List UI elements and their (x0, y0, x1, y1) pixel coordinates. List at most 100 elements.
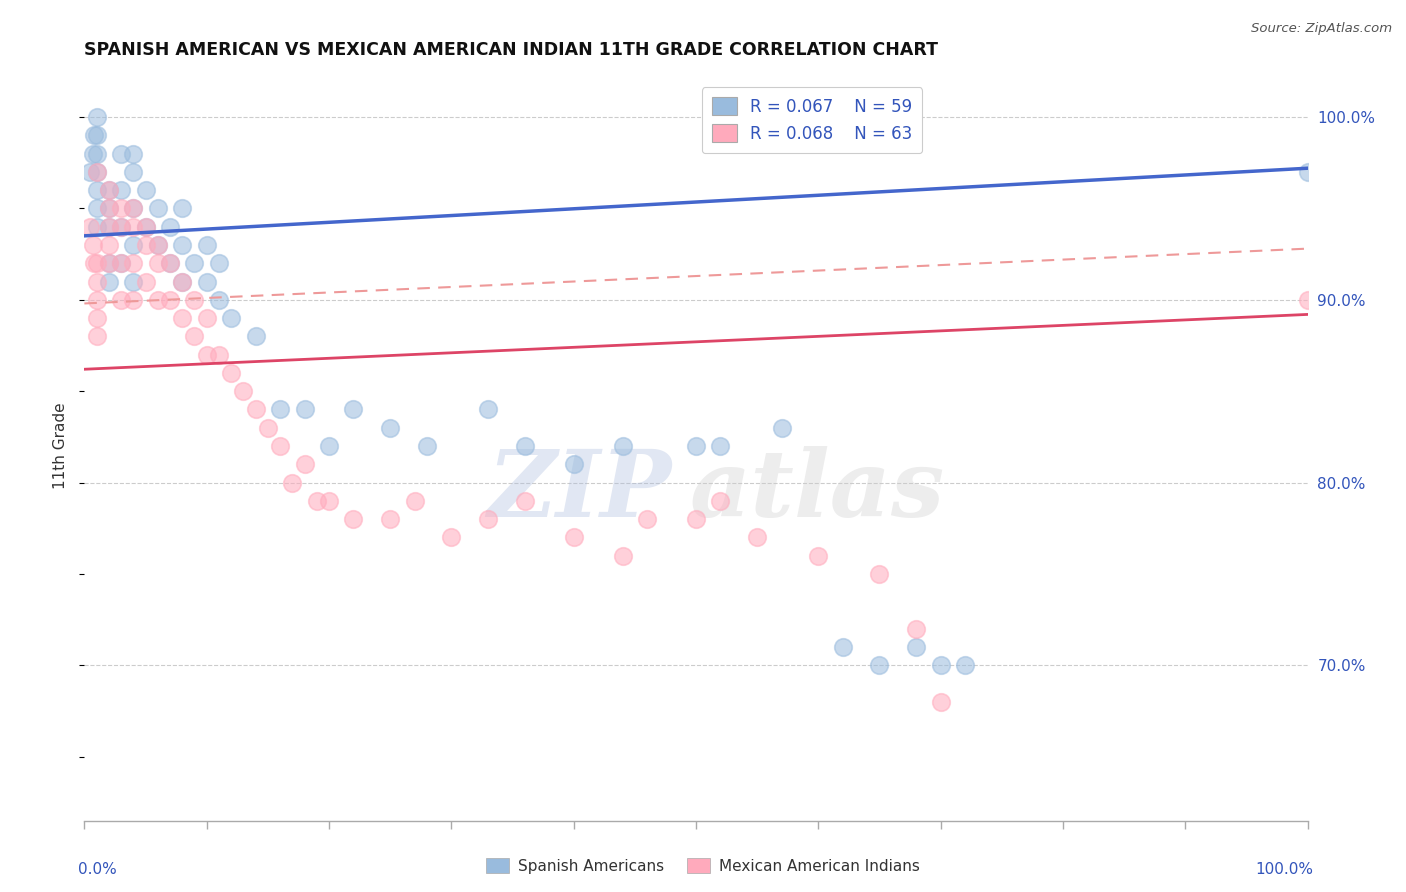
Point (122, 202, 145, 216)
Point (245, 402, 267, 417)
Point (183, 329, 205, 343)
Point (79, 219, 101, 234)
Point (709, 439, 731, 453)
Point (208, 293, 231, 307)
Point (685, 512, 707, 526)
Point (477, 512, 499, 526)
Point (135, 238, 157, 252)
Point (146, 293, 169, 307)
Point (172, 275, 194, 289)
Point (513, 439, 536, 453)
Point (86, 183, 108, 197)
Point (135, 275, 157, 289)
Point (294, 402, 316, 417)
Point (83, 256, 105, 270)
Point (86, 293, 108, 307)
Point (208, 348, 231, 362)
Point (1296, 165, 1319, 179)
Point (770, 421, 793, 435)
Point (146, 256, 169, 270)
Point (110, 219, 132, 234)
Point (905, 622, 928, 636)
Point (305, 493, 328, 508)
Point (195, 348, 218, 362)
Point (195, 311, 218, 326)
Point (281, 475, 304, 490)
Point (97, 238, 120, 252)
Point (929, 695, 952, 709)
Point (159, 256, 181, 270)
Point (257, 421, 280, 435)
Point (83, 128, 105, 143)
Point (86, 165, 108, 179)
Point (122, 219, 145, 234)
Point (86, 219, 108, 234)
Point (513, 493, 536, 508)
Point (97, 202, 120, 216)
Point (97, 183, 120, 197)
Text: 0.0%: 0.0% (79, 862, 117, 877)
Point (146, 238, 169, 252)
Point (232, 384, 254, 399)
Point (86, 146, 108, 161)
Legend: Spanish Americans, Mexican American Indians: Spanish Americans, Mexican American Indi… (479, 852, 927, 880)
Point (122, 165, 145, 179)
Point (380, 512, 402, 526)
Point (159, 219, 181, 234)
Point (159, 293, 181, 307)
Point (416, 439, 439, 453)
Point (135, 219, 157, 234)
Point (172, 275, 194, 289)
Point (86, 202, 108, 216)
Point (110, 183, 132, 197)
Point (172, 238, 194, 252)
Point (97, 219, 120, 234)
Point (685, 439, 707, 453)
Point (245, 329, 267, 343)
Point (219, 366, 242, 380)
Point (110, 256, 132, 270)
Point (82, 146, 104, 161)
Point (97, 256, 120, 270)
Point (97, 219, 120, 234)
Point (86, 329, 108, 343)
Point (86, 311, 108, 326)
Text: Source: ZipAtlas.com: Source: ZipAtlas.com (1251, 22, 1392, 36)
Point (97, 202, 120, 216)
Point (294, 457, 316, 471)
Point (97, 256, 120, 270)
Point (86, 165, 108, 179)
Point (86, 128, 108, 143)
Y-axis label: 11th Grade: 11th Grade (53, 402, 69, 490)
Point (869, 566, 891, 581)
Point (612, 549, 634, 563)
Point (318, 493, 340, 508)
Point (404, 493, 426, 508)
Point (183, 293, 205, 307)
Point (97, 275, 120, 289)
Point (709, 493, 731, 508)
Legend: R = 0.067    N = 59, R = 0.068    N = 63: R = 0.067 N = 59, R = 0.068 N = 63 (702, 87, 922, 153)
Point (929, 658, 952, 673)
Point (122, 238, 145, 252)
Point (86, 110, 108, 124)
Point (183, 256, 205, 270)
Point (172, 202, 194, 216)
Point (562, 457, 585, 471)
Point (269, 439, 291, 453)
Point (953, 658, 976, 673)
Point (1296, 293, 1319, 307)
Point (110, 146, 132, 161)
Point (146, 202, 169, 216)
Point (342, 512, 364, 526)
Point (135, 183, 157, 197)
Point (172, 311, 194, 326)
Point (831, 640, 853, 654)
Point (86, 275, 108, 289)
Point (318, 439, 340, 453)
Point (110, 293, 132, 307)
Point (135, 219, 157, 234)
Point (747, 530, 769, 544)
Point (122, 146, 145, 161)
Point (208, 256, 231, 270)
